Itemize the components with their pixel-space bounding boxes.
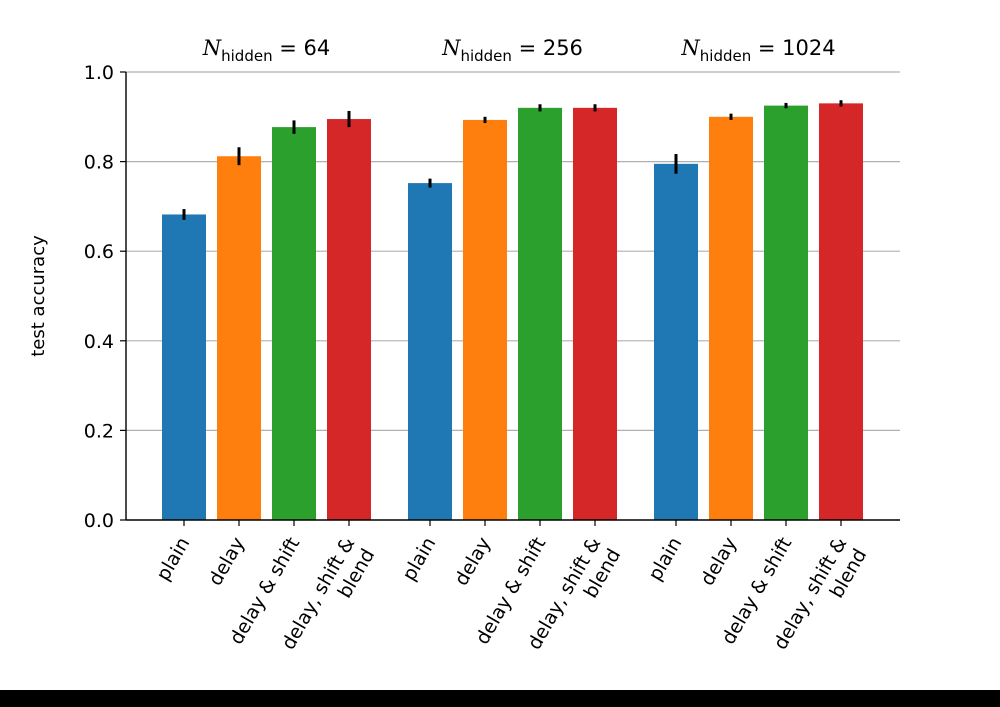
xtick-label-line: plain (152, 534, 194, 585)
bar-2-2 (764, 105, 808, 520)
title-value: = 256 (512, 36, 583, 60)
y-axis-label: test accuracy (28, 235, 49, 357)
title-value: = 1024 (751, 36, 835, 60)
bar-0-3 (327, 119, 371, 520)
ytick-label-1: 0.2 (84, 420, 114, 442)
bar-2-3 (819, 103, 863, 521)
xtick-label-2-1: delay (696, 534, 741, 590)
xtick-label-1-0: plain (398, 534, 440, 585)
ytick-label-5: 1.0 (84, 62, 114, 84)
title-subscript: hidden (221, 47, 272, 65)
bar-1-0 (408, 183, 452, 520)
xtick-label-line: delay (204, 534, 249, 590)
bar-2-0 (654, 163, 698, 520)
ytick-label-3: 0.6 (84, 241, 114, 263)
figure-frame: 0.0 0.2 0.4 0.6 0.8 1.0 test accuracy plain dela… (0, 0, 1000, 690)
title-variable: N (202, 36, 222, 60)
ytick-label-4: 0.8 (84, 152, 114, 174)
group-title-2: Nhidden = 1024 (680, 36, 835, 65)
bar-2-1 (709, 116, 753, 521)
title-subscript: hidden (460, 47, 511, 65)
bar-1-2 (518, 107, 562, 520)
axes (120, 71, 900, 526)
error-bars (182, 100, 843, 220)
title-value: = 64 (273, 36, 331, 60)
xtick-label-line: delay (450, 534, 495, 590)
xtick-label-line: plain (644, 534, 686, 585)
bar-1-1 (463, 119, 507, 520)
xtick-label-line: plain (398, 534, 440, 585)
ytick-label-2: 0.4 (84, 331, 114, 353)
bar-0-1 (217, 156, 261, 520)
xtick-label-1-1: delay (450, 534, 495, 590)
title-subscript: hidden (700, 47, 751, 65)
bars (162, 103, 863, 521)
ytick-label-0: 0.0 (84, 510, 114, 532)
xtick-label-0-0: plain (152, 534, 194, 585)
xtick-label-2-0: plain (644, 534, 686, 585)
title-variable: N (680, 36, 700, 60)
xtick-label-line: delay (696, 534, 741, 590)
group-title-0: Nhidden = 64 (202, 36, 331, 65)
bar-0-0 (162, 214, 206, 521)
bar-1-3 (573, 107, 617, 520)
title-variable: N (441, 36, 461, 60)
bar-0-2 (272, 127, 316, 520)
group-title-1: Nhidden = 256 (441, 36, 583, 65)
xtick-label-0-1: delay (204, 534, 249, 590)
